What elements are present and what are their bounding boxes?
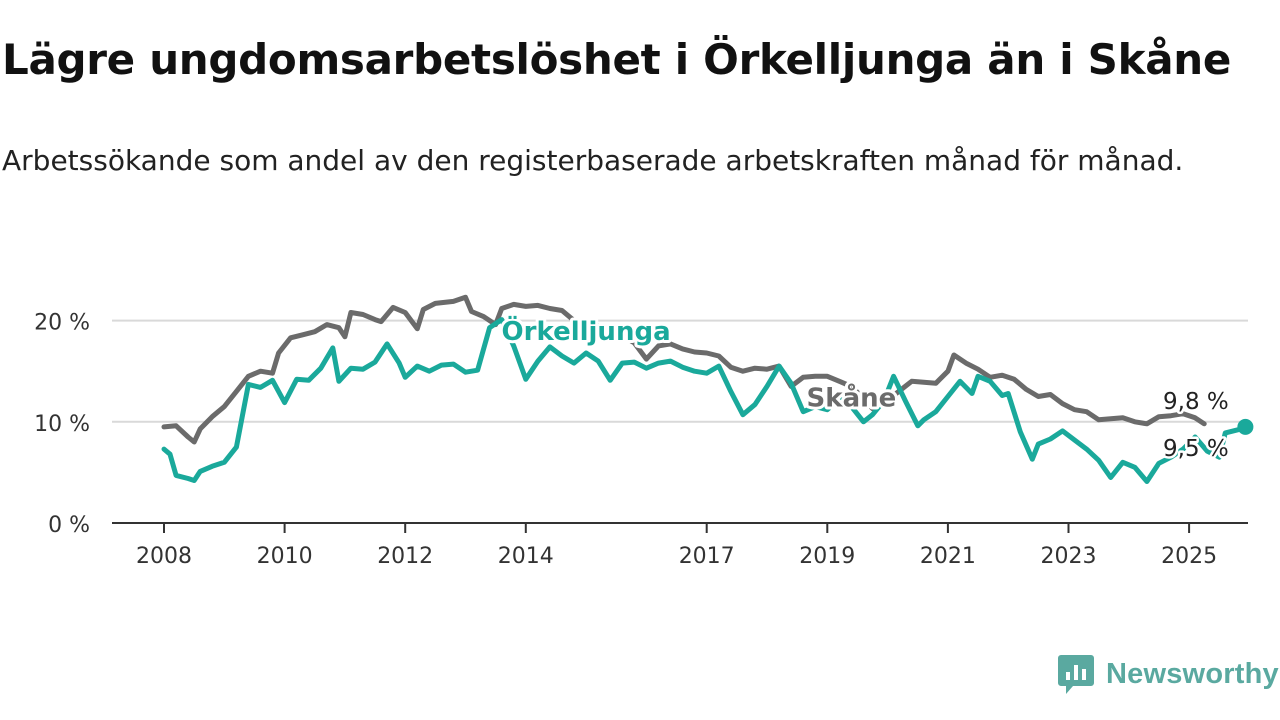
y-axis-ticks: 0 % 10 % 20 % bbox=[34, 311, 90, 538]
brand-logo: Newsworthy bbox=[1058, 653, 1279, 695]
x-tick-label: 2012 bbox=[377, 544, 433, 569]
grid-lines bbox=[112, 319, 1248, 423]
x-tick-label: 2008 bbox=[136, 544, 192, 569]
end-value-label-1: 9,5 % bbox=[1163, 436, 1229, 462]
chart-bubble-icon bbox=[1058, 655, 1094, 694]
x-tick-label: 2017 bbox=[679, 544, 735, 569]
series-name-label-0: Skåne bbox=[807, 382, 897, 414]
x-tick-label: 2025 bbox=[1161, 544, 1217, 569]
series-end-dot bbox=[1237, 418, 1254, 435]
series-line-1 bbox=[161, 317, 1252, 484]
brand-name: Newsworthy bbox=[1106, 657, 1279, 690]
y-tick-label: 20 % bbox=[34, 311, 90, 336]
series-line-0 bbox=[161, 294, 1207, 445]
x-tick-label: 2010 bbox=[257, 544, 313, 569]
x-tick-label: 2014 bbox=[498, 544, 554, 569]
chart-title: Lägre ungdomsarbetslöshet i Örkelljunga … bbox=[2, 35, 1232, 84]
series-name-label-1: Örkelljunga bbox=[502, 314, 671, 347]
x-tick-label: 2023 bbox=[1041, 544, 1097, 569]
series-labels: Skåne Örkelljunga 9,8 % 9,5 % bbox=[499, 311, 1232, 465]
y-tick-label: 10 % bbox=[34, 412, 90, 437]
chart-subtitle: Arbetssökande som andel av den registerb… bbox=[2, 144, 1184, 177]
x-tick-label: 2019 bbox=[799, 544, 855, 569]
y-tick-label: 0 % bbox=[48, 513, 90, 538]
end-value-label-0: 9,8 % bbox=[1163, 389, 1229, 415]
x-tick-label: 2021 bbox=[920, 544, 976, 569]
data-series bbox=[161, 294, 1254, 484]
x-axis: 2008 2010 2012 2014 2017 2019 2021 2023 2025 bbox=[112, 522, 1248, 569]
